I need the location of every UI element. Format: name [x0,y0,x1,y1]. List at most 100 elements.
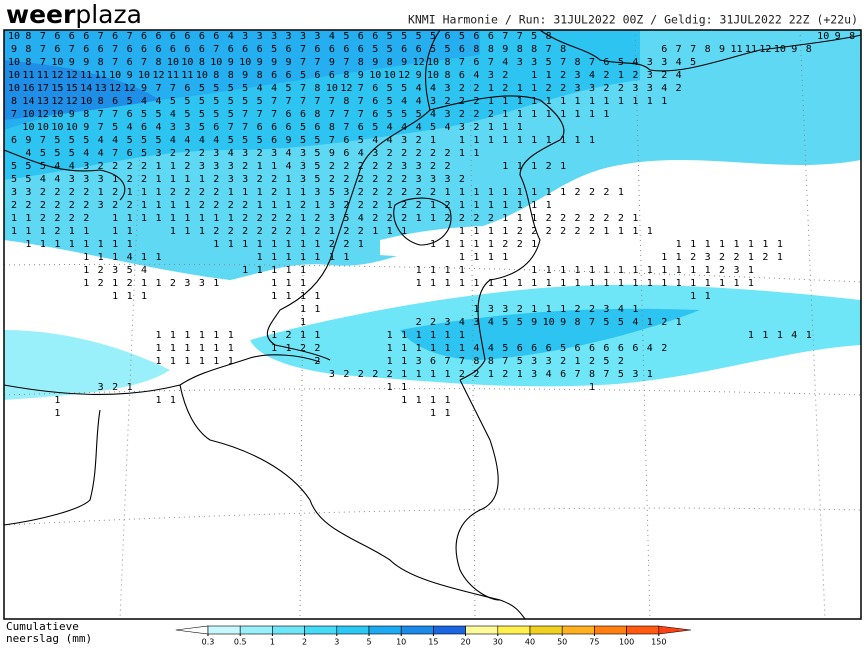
precip-label: 13 [95,83,107,94]
precip-label: 2 [546,161,552,172]
precip-label: 1 [54,395,60,406]
precip-label: 4 [170,109,176,120]
precip-label: 2 [98,265,104,276]
precip-label: 9 [286,135,292,146]
precip-label: 2 [358,369,364,380]
precip-label: 5 [430,122,436,133]
precip-label: 1 [387,330,393,341]
precip-label: 3 [473,317,479,328]
precip-label: 8 [387,57,393,68]
precip-label: 4 [387,122,393,133]
precip-label: 5 [502,343,508,354]
precip-label: 5 [690,57,696,68]
map-frame [3,29,862,620]
precip-label: 6 [343,148,349,159]
precip-label: 1 [517,96,523,107]
legend-tick-label: 15 [428,638,438,647]
precip-label: 1 [488,278,494,289]
precip-label: 1 [632,304,638,315]
precip-label: 1 [546,135,552,146]
precip-label: 5 [618,369,624,380]
precip-label: 12 [413,57,425,68]
precip-label: 4 [213,135,219,146]
precip-label: 2 [401,200,407,211]
precip-label: 6 [517,343,523,354]
precip-label: 1 [83,239,89,250]
precip-label: 1 [98,187,104,198]
precip-label: 9 [83,122,89,133]
precip-label: 10 [369,70,381,81]
precip-label: 11 [167,70,179,81]
precip-label: 1 [83,265,89,276]
precip-label: 12 [152,70,164,81]
precip-label: 1 [112,213,118,224]
precip-label: 2 [343,161,349,172]
precip-label: 9 [372,57,378,68]
precip-label: 7 [546,44,552,55]
precip-label: 6 [632,343,638,354]
precip-label: 6 [286,44,292,55]
precip-label: 2 [358,187,364,198]
precip-label: 2 [372,187,378,198]
precip-label: 1 [25,239,31,250]
precip-label: 1 [170,200,176,211]
precip-label: 5 [11,161,17,172]
precip-label: 1 [83,252,89,263]
precip-label: 2 [40,187,46,198]
precip-label: 2 [517,304,523,315]
precip-label: 8 [444,70,450,81]
precip-label: 1 [387,356,393,367]
precip-label: 7 [242,122,248,133]
precip-label: 1 [517,369,523,380]
precip-label: 2 [546,213,552,224]
precip-label: 6 [83,44,89,55]
precip-label: 5 [199,83,205,94]
precip-label: 2 [286,330,292,341]
precip-label: 3 [502,304,508,315]
precip-label: 1 [314,304,320,315]
precip-label: 3 [257,31,263,42]
precip-label: 1 [430,343,436,354]
precip-label: 2 [546,226,552,237]
precip-label: 1 [184,330,190,341]
precip-label: 1 [575,109,581,120]
precip-label: 4 [676,70,682,81]
precip-label: 5 [314,174,320,185]
precip-label: 2 [184,187,190,198]
precip-label: 3 [271,31,277,42]
precip-label: 1 [806,330,812,341]
precip-label: 1 [719,278,725,289]
precip-label: 1 [83,226,89,237]
precip-label: 1 [647,226,653,237]
precip-label: 1 [473,278,479,289]
precip-label: 1 [748,252,754,263]
precip-label: 4 [98,148,104,159]
precip-label: 11 [745,44,757,55]
precip-label: 5 [618,57,624,68]
precip-label: 1 [560,304,566,315]
precip-label: 1 [387,200,393,211]
precip-label: 10 [109,70,121,81]
legend-swatch [368,625,402,635]
legend-tick-label: 100 [619,638,634,647]
precip-label: 1 [401,226,407,237]
precip-label: 7 [112,57,118,68]
precip-label: 1 [127,291,133,302]
precip-label: 3 [314,31,320,42]
precip-label: 2 [170,278,176,289]
precip-label: 1 [473,200,479,211]
precip-label: 6 [199,44,205,55]
precip-label: 2 [459,109,465,120]
precip-label: 10 [210,57,222,68]
precip-label: 1 [329,226,335,237]
precip-label: 1 [444,408,450,419]
precip-label: 1 [560,187,566,198]
precip-label: 1 [271,265,277,276]
precip-label: 2 [372,161,378,172]
precip-label: 1 [286,278,292,289]
precip-label: 2 [387,369,393,380]
precip-label: 3 [416,161,422,172]
precip-label: 5 [343,31,349,42]
precip-label: 1 [748,239,754,250]
